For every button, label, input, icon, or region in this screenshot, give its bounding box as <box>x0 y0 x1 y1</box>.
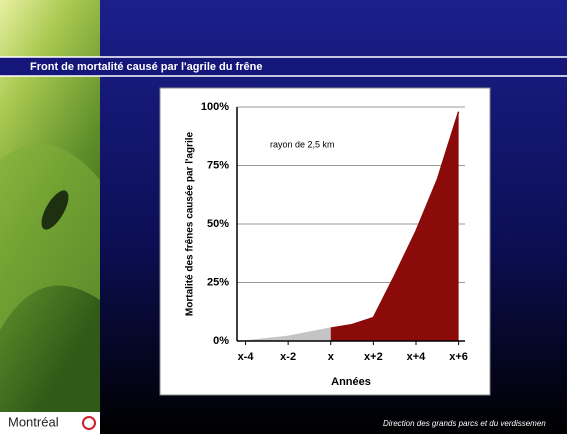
area-line <box>245 327 331 342</box>
area-line <box>330 111 460 329</box>
leaf-shape <box>0 144 100 330</box>
area-fill <box>330 111 459 342</box>
insect <box>41 190 69 230</box>
area-fill <box>245 328 331 341</box>
y-tick-label: 100% <box>201 101 229 113</box>
x-tick-label: x-4 <box>238 351 255 363</box>
x-tick-label: x+6 <box>449 351 468 363</box>
x-tick-label: x-2 <box>280 351 296 363</box>
logo-area <box>0 412 100 434</box>
logo-mark <box>82 416 96 430</box>
annotation: rayon de 2,5 km <box>270 139 335 149</box>
chart-title: Front de mortalité causé par l'agrile du… <box>30 61 262 73</box>
logo-text: Montréal <box>8 414 59 429</box>
y-tick-label: 75% <box>207 159 229 171</box>
x-axis-label: Années <box>331 376 371 388</box>
x-tick-label: x+2 <box>364 351 383 363</box>
x-tick-label: x+4 <box>407 351 427 363</box>
credit: Direction des grands parcs et du verdiss… <box>383 419 546 428</box>
title-bar <box>0 57 567 76</box>
y-tick-label: 25% <box>207 276 229 288</box>
y-tick-label: 0% <box>213 335 229 347</box>
x-tick-label: x <box>328 351 335 363</box>
y-axis-label: Mortalité des frênes causée par l'agrile <box>185 132 196 317</box>
y-tick-label: 50% <box>207 218 229 230</box>
